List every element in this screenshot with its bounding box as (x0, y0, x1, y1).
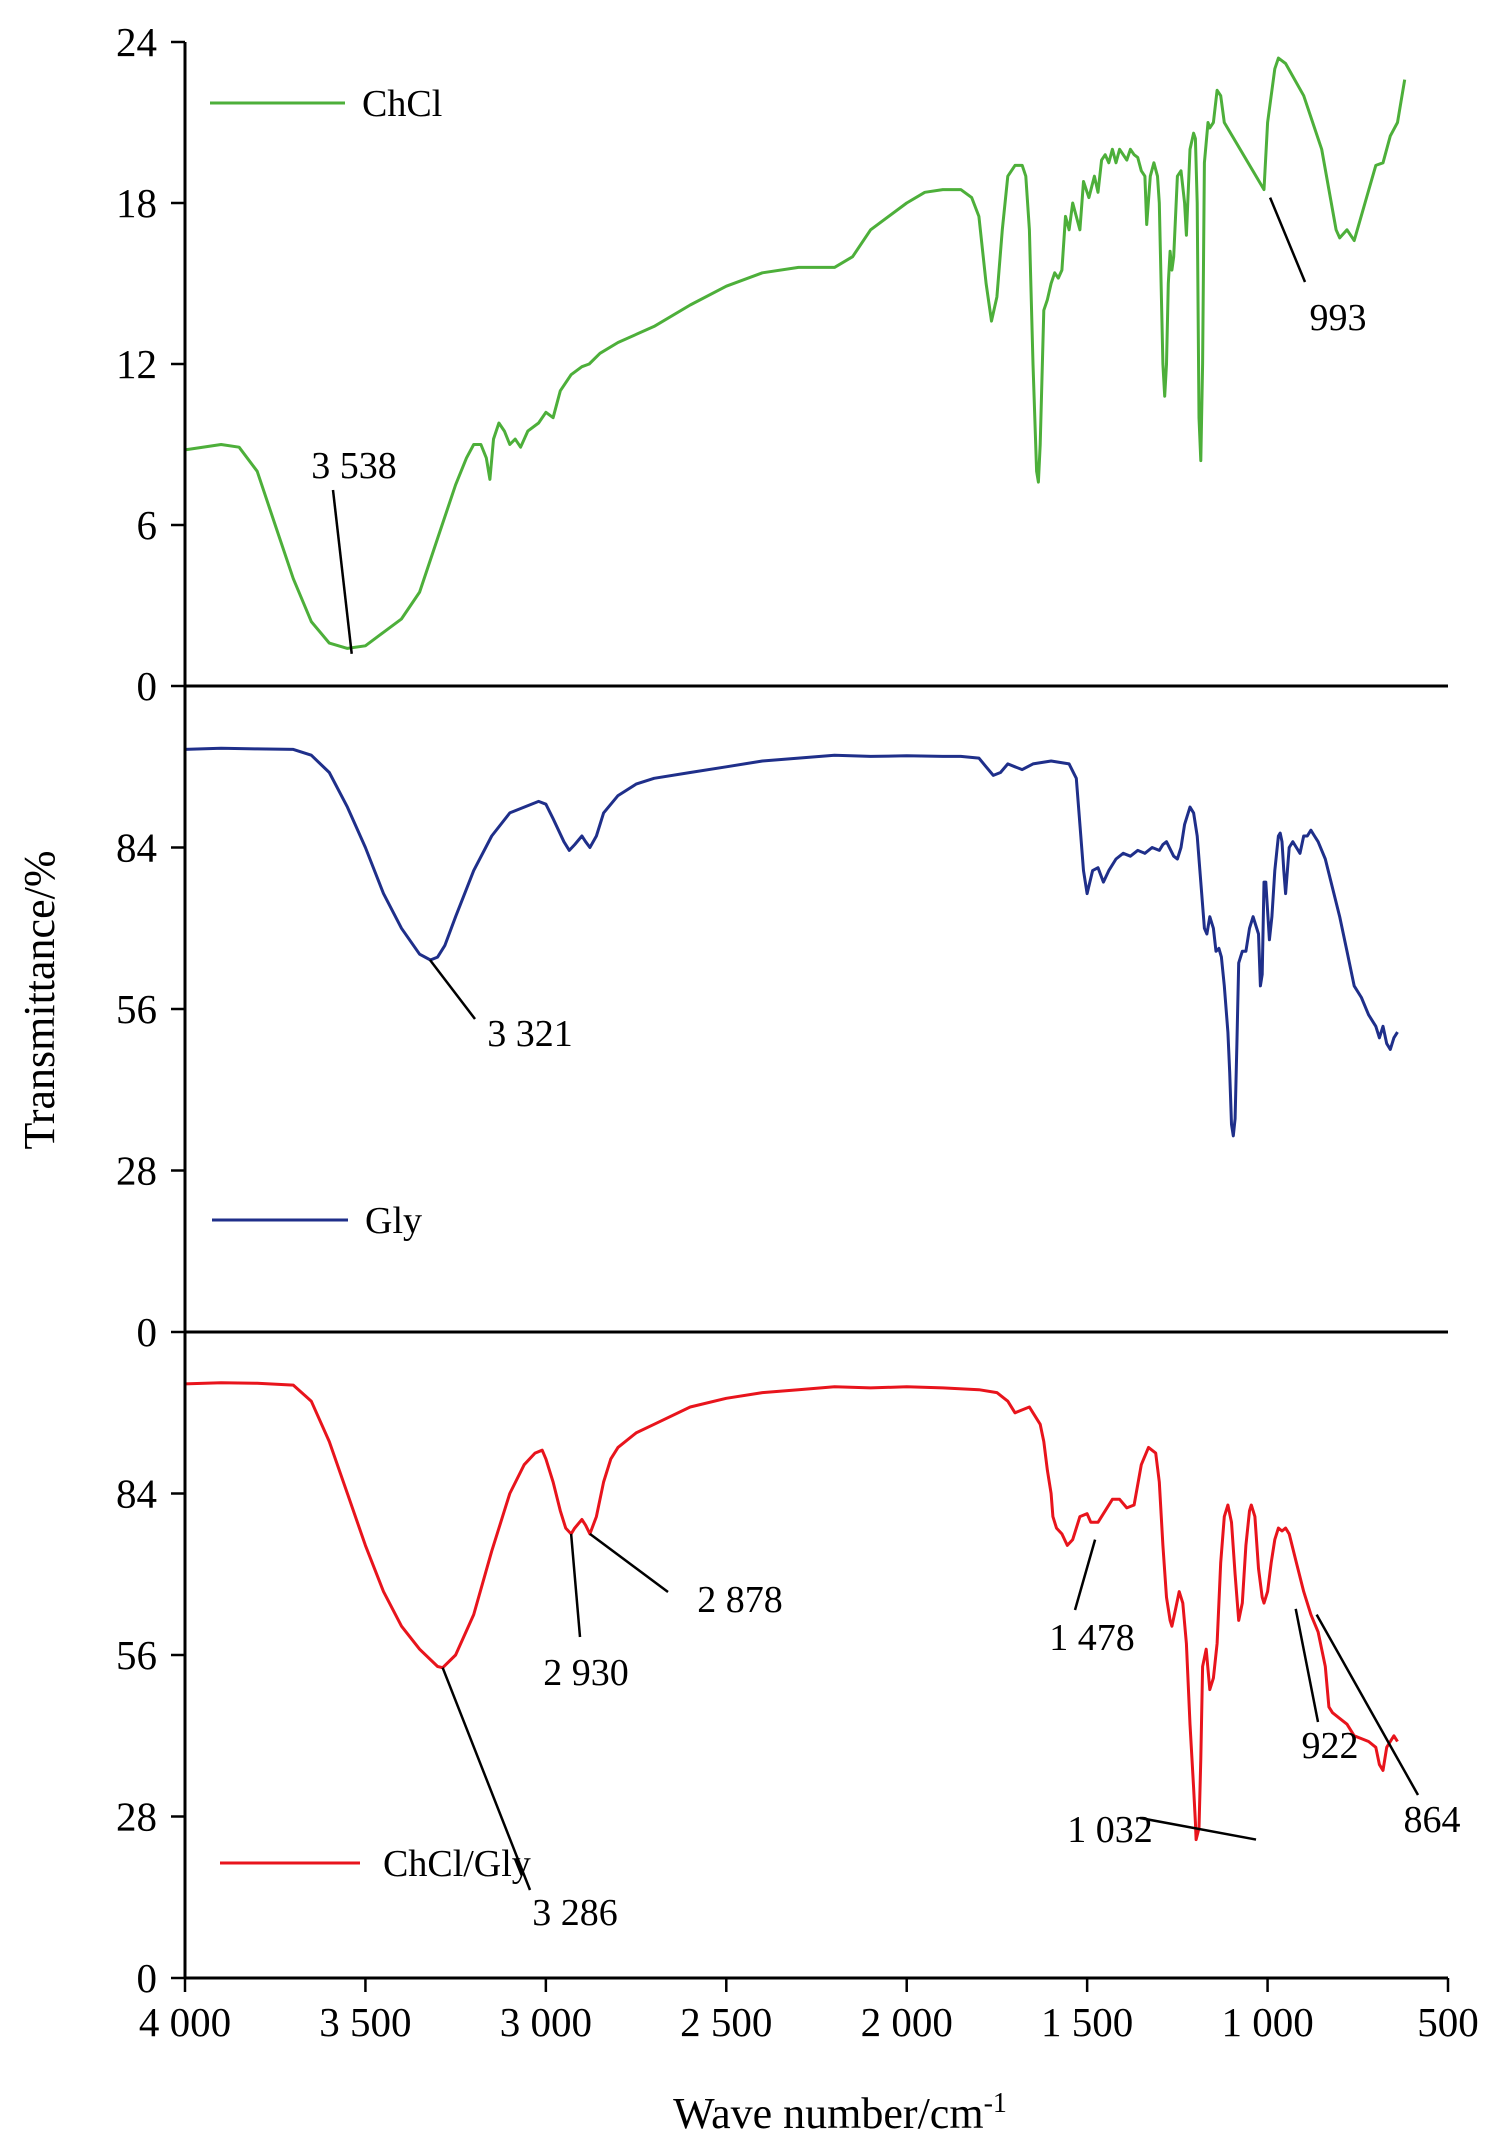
y-axis-title: Transmittance/% (15, 851, 64, 1150)
annotation-leader (1139, 1816, 1257, 1841)
annotation-leader (1294, 1608, 1320, 1723)
x-axis-title-superscript: -1 (984, 2088, 1007, 2119)
y-tick-label: 28 (116, 1794, 157, 1840)
x-tick-label: 4 000 (139, 1999, 231, 2045)
y-tick-label: 0 (137, 663, 158, 709)
y-tick-label: 56 (116, 1632, 157, 1678)
annotation-label: 1 478 (1049, 1617, 1135, 1659)
x-axis-title-main: Wave number/cm (673, 2089, 983, 2138)
y-tick-label: 6 (137, 502, 158, 548)
x-tick-label: 1 500 (1041, 1999, 1133, 2045)
x-tick-label: 3 000 (500, 1999, 592, 2045)
annotation-label: 2 878 (697, 1579, 783, 1621)
annotation-leader (429, 959, 476, 1020)
y-tick-label: 84 (116, 1471, 157, 1517)
y-tick-label: 18 (116, 180, 157, 226)
annotation-label: 3 286 (532, 1892, 618, 1934)
series-line-gly (184, 746, 1399, 1138)
y-tick-label: 12 (116, 341, 157, 387)
series-line-chcl-gly (184, 1381, 1399, 1842)
y-tick-label: 56 (116, 986, 157, 1032)
annotation-label: 922 (1302, 1725, 1359, 1767)
annotation-leader (331, 489, 353, 654)
annotation-leader (1268, 197, 1307, 283)
x-tick-label: 3 500 (319, 1999, 411, 2045)
annotation-label: 864 (1404, 1799, 1461, 1841)
y-tick-label: 24 (116, 19, 157, 65)
annotation-leader (441, 1667, 532, 1891)
x-tick-label: 1 000 (1221, 1999, 1313, 2045)
annotation-label: 3 321 (487, 1013, 573, 1055)
annotation-label: 3 538 (311, 445, 397, 487)
y-tick-label: 0 (137, 1955, 158, 2001)
x-tick-label: 2 000 (861, 1999, 953, 2045)
x-tick-label: 500 (1417, 1999, 1479, 2045)
y-tick-label: 28 (116, 1148, 157, 1194)
annotation-label: 2 930 (543, 1652, 629, 1694)
annotation-leader (569, 1533, 582, 1638)
series-line-chcl (184, 56, 1407, 650)
x-axis-title: Wave number/cm-1 (673, 2088, 1007, 2138)
legend-label: Gly (365, 1200, 422, 1242)
annotation-leader (1073, 1539, 1097, 1611)
legend-label: ChCl/Gly (383, 1843, 531, 1885)
annotation-label: 1 032 (1067, 1809, 1153, 1851)
annotation-leader (589, 1532, 669, 1594)
y-tick-label: 0 (137, 1309, 158, 1355)
legend-label: ChCl (362, 83, 442, 125)
annotation-label: 993 (1310, 297, 1367, 339)
annotation-leader (1315, 1614, 1420, 1796)
y-tick-label: 84 (116, 825, 157, 871)
x-tick-label: 2 500 (680, 1999, 772, 2045)
